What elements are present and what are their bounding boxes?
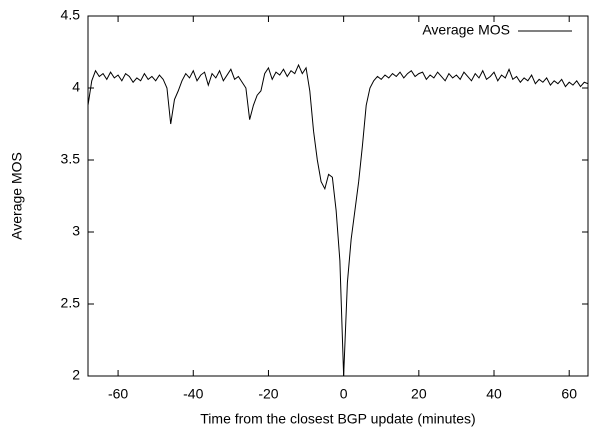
plot-frame bbox=[87, 15, 589, 377]
x-axis-label: Time from the closest BGP update (minute… bbox=[200, 411, 475, 427]
y-tick-label: 3 bbox=[72, 223, 80, 239]
x-tick-label: 0 bbox=[340, 386, 348, 402]
y-tick-label: 4 bbox=[72, 79, 80, 95]
y-tick-label: 4.5 bbox=[61, 7, 81, 23]
y-axis-label: Average MOS bbox=[9, 152, 25, 240]
x-tick-label: -60 bbox=[108, 386, 128, 402]
x-tick-label: -40 bbox=[183, 386, 203, 402]
y-tick-label: 2.5 bbox=[61, 295, 81, 311]
data-line bbox=[87, 63, 589, 377]
x-tick-label: -20 bbox=[258, 386, 278, 402]
legend-label: Average MOS bbox=[422, 22, 510, 38]
y-tick-label: 2 bbox=[72, 367, 80, 383]
x-tick-label: 20 bbox=[411, 386, 427, 402]
x-tick-label: 60 bbox=[561, 386, 577, 402]
x-tick-label: 40 bbox=[486, 386, 502, 402]
y-tick-label: 3.5 bbox=[61, 151, 81, 167]
